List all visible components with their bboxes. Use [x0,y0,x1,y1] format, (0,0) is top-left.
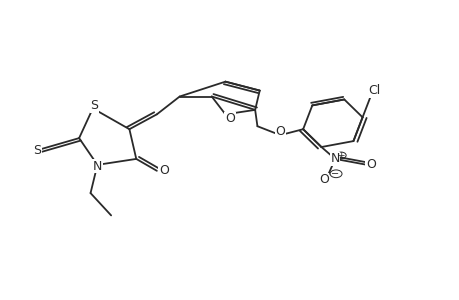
Text: N: N [330,152,339,165]
Text: O: O [224,112,235,125]
Text: O: O [318,173,328,186]
Text: O: O [365,158,375,171]
Text: N: N [93,160,102,173]
Text: +: + [336,152,344,160]
Text: O: O [275,125,285,138]
Text: Cl: Cl [367,84,379,97]
Text: O: O [158,164,168,177]
Text: −: − [330,169,338,179]
Text: S: S [90,99,98,112]
Text: S: S [33,143,41,157]
